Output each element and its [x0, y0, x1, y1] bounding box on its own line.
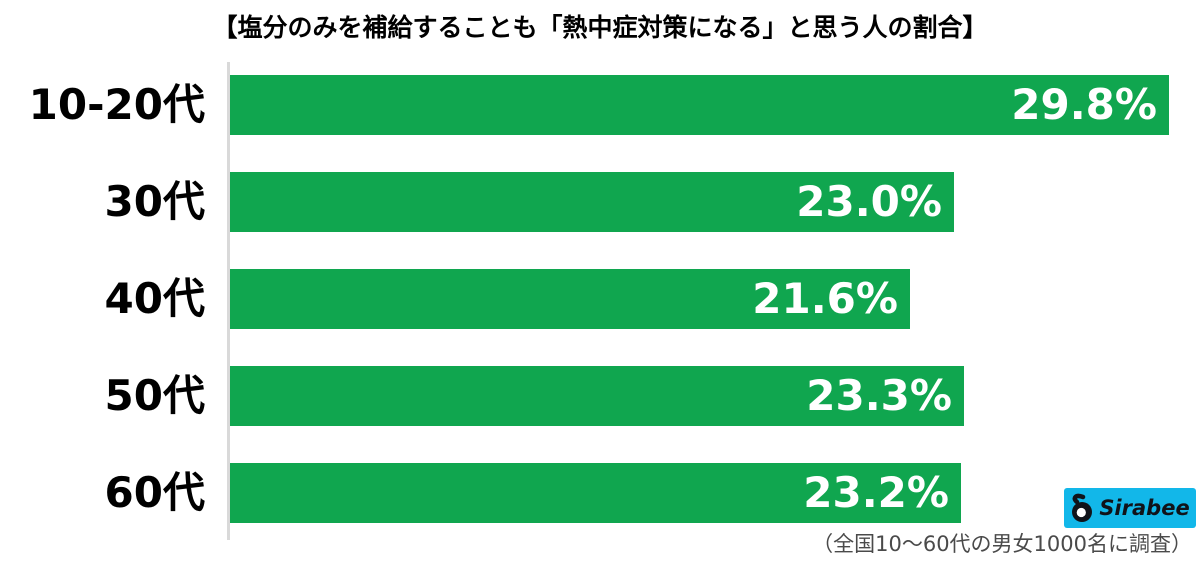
bar: 23.2% [230, 463, 961, 523]
bar-row: 60代 23.2% [0, 463, 1200, 523]
bar-row: 30代 23.0% [0, 172, 1200, 232]
category-label: 60代 [104, 468, 205, 517]
value-label: 23.0% [796, 177, 942, 226]
bar: 23.3% [230, 366, 964, 426]
chart-title: 【塩分のみを補給することも「熱中症対策になる」と思う人の割合】 [212, 13, 988, 42]
value-label: 21.6% [752, 274, 898, 323]
sirabee-logo-text: Sirabee [1099, 496, 1190, 520]
category-label: 10-20代 [28, 80, 205, 129]
bar: 23.0% [230, 172, 954, 232]
survey-note: （全国10〜60代の男女1000名に調査） [812, 532, 1192, 556]
category-label: 40代 [104, 274, 205, 323]
category-label: 30代 [104, 177, 205, 226]
sirabee-logo: Sirabee [1064, 488, 1196, 528]
y-axis-line [227, 62, 230, 540]
value-label: 23.3% [806, 371, 952, 420]
value-label: 23.2% [803, 468, 949, 517]
sirabee-mark-icon [1070, 493, 1094, 523]
bar-row: 40代 21.6% [0, 269, 1200, 329]
bar-row: 50代 23.3% [0, 366, 1200, 426]
bar: 21.6% [230, 269, 910, 329]
value-label: 29.8% [1011, 80, 1157, 129]
bar-row: 10-20代 29.8% [0, 75, 1200, 135]
category-label: 50代 [104, 371, 205, 420]
bar: 29.8% [230, 75, 1169, 135]
